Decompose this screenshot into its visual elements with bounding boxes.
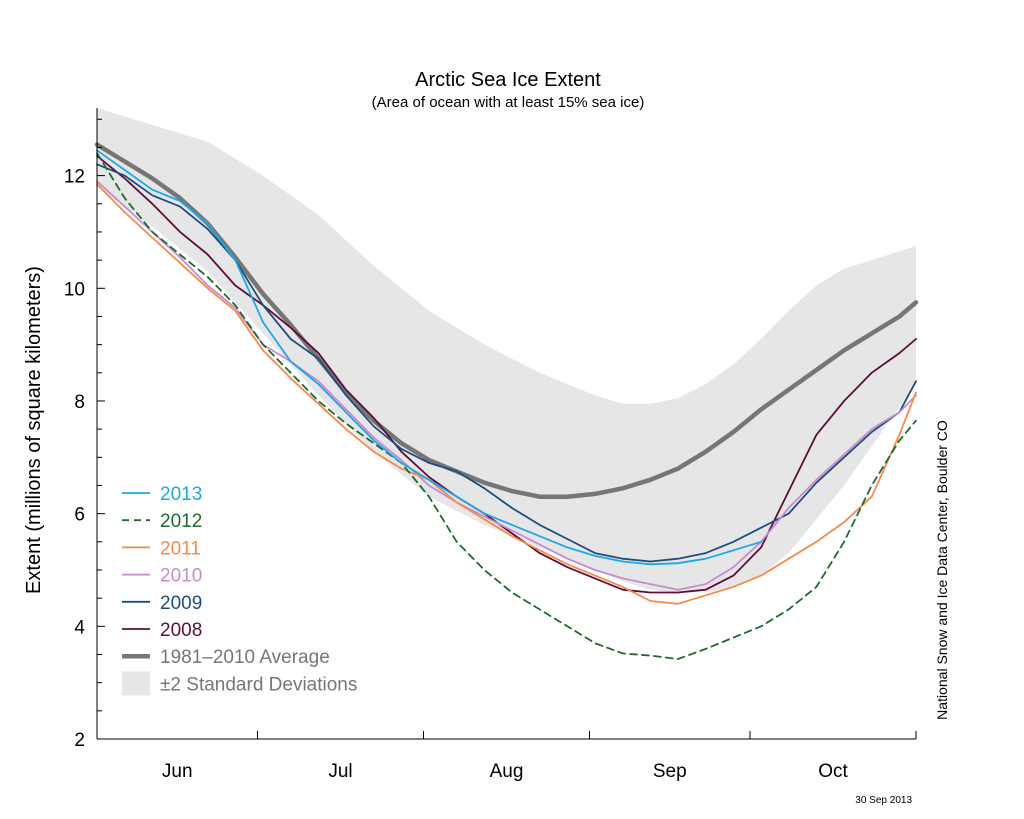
x-tick-label: Aug [490, 761, 524, 782]
legend-swatch-band [122, 671, 150, 696]
legend: 2013 2012 2011 2010 2009 2008 1981–2010 Averag… [122, 484, 357, 696]
std-band-area [97, 108, 916, 593]
series-layer [94, 142, 919, 660]
series-line-2012 [96, 152, 917, 660]
std-band-layer [97, 108, 916, 593]
y-tick-label: 6 [74, 505, 85, 526]
y-tick-label: 12 [64, 167, 85, 188]
date-stamp: 30 Sep 2013 [855, 795, 912, 806]
series-line-1981-2010-average [94, 142, 919, 499]
credit-text: National Snow and Ice Data Center, Bould… [934, 420, 950, 720]
legend-label: 2008 [160, 620, 202, 641]
chart-subtitle: (Area of ocean with at least 15% sea ice… [372, 94, 645, 111]
x-tick-label: Sep [653, 761, 687, 782]
x-tick-label: Jul [328, 761, 352, 782]
y-tick-label: 2 [74, 730, 85, 751]
series-line-2010 [96, 180, 917, 591]
series-line-2013 [96, 149, 762, 566]
x-tick-label: Jun [162, 761, 193, 782]
legend-label: 1981–2010 Average [160, 647, 330, 668]
series-line-2011 [96, 183, 917, 605]
axes-layer: 2 4 6 8 10 12 Jun Jul Aug Sep Oct [64, 108, 917, 782]
series-line-2008 [96, 154, 917, 594]
y-tick-label: 8 [74, 392, 85, 413]
legend-label: 2011 [160, 538, 201, 559]
legend-label-band: ±2 Standard Deviations [160, 674, 357, 695]
y-axis-label: Extent (millions of square kilometers) [23, 266, 45, 594]
legend-label: 2010 [160, 566, 202, 587]
chart-title: Arctic Sea Ice Extent [415, 69, 601, 91]
legend-label: 2012 [160, 511, 202, 532]
x-tick-label: Oct [818, 761, 848, 782]
y-tick-label: 10 [64, 279, 85, 300]
legend-label: 2013 [160, 484, 202, 505]
legend-label: 2009 [160, 593, 202, 614]
y-tick-label: 4 [74, 617, 85, 638]
